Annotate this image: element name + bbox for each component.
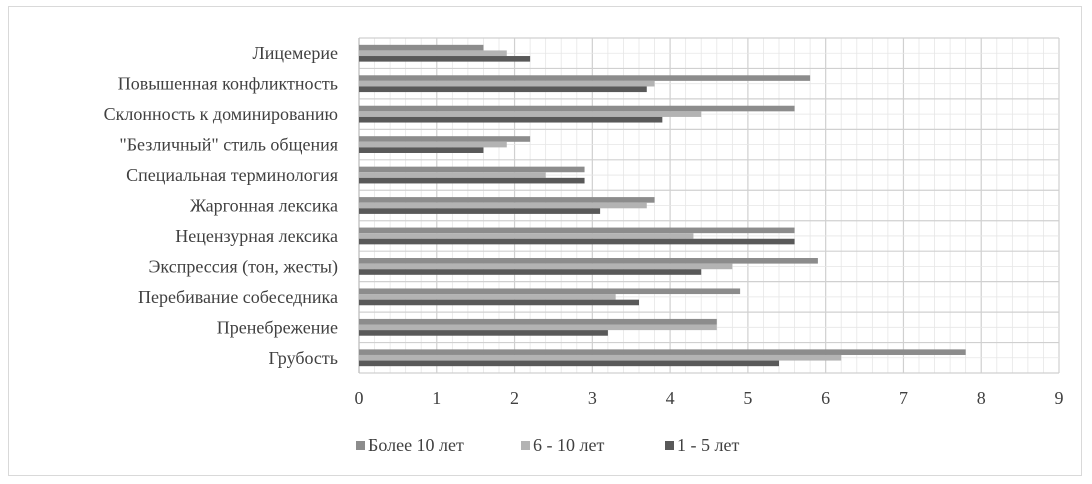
legend-swatch xyxy=(521,441,530,450)
x-tick-label: 4 xyxy=(666,388,675,408)
bar-1-1 xyxy=(359,44,484,51)
bar-1-5 xyxy=(359,166,585,173)
legend-swatch xyxy=(356,441,365,450)
bar-1-6 xyxy=(359,197,655,203)
x-tick-label: 2 xyxy=(510,388,519,408)
legend-label: 1 - 5 лет xyxy=(677,435,739,455)
x-tick-label: 0 xyxy=(355,388,364,408)
bar-3-6 xyxy=(359,208,601,214)
x-tick-label: 3 xyxy=(588,388,597,408)
x-tick-label: 9 xyxy=(1055,388,1064,408)
bar-2-4 xyxy=(359,141,507,148)
bar-3-5 xyxy=(359,177,585,184)
bar-2-1 xyxy=(359,50,507,57)
bar-3-8 xyxy=(359,269,702,275)
bar-3-3 xyxy=(359,116,663,123)
category-label: Лицемерие xyxy=(253,43,338,63)
chart-legend: Более 10 лет 6 - 10 лет 1 - 5 лет xyxy=(356,435,739,455)
x-tick-label: 8 xyxy=(977,388,986,408)
category-label: Экспрессия (тон, жесты) xyxy=(149,256,338,277)
category-label: Перебивание собеседника xyxy=(138,287,338,307)
category-labels: Лицемерие Повышенная конфликтность Склонно… xyxy=(104,43,338,368)
bar-2-11 xyxy=(359,354,842,361)
bar-3-1 xyxy=(359,56,531,62)
category-label: "Безличный" стиль общения xyxy=(119,135,338,155)
bar-1-10 xyxy=(359,318,717,325)
bar-3-10 xyxy=(359,330,608,336)
bar-1-11 xyxy=(359,349,966,355)
chart-bars xyxy=(359,44,966,367)
bar-1-9 xyxy=(359,288,741,295)
bar-2-10 xyxy=(359,324,717,331)
bar-1-4 xyxy=(359,136,531,142)
category-label: Нецензурная лексика xyxy=(175,226,338,246)
bar-3-11 xyxy=(359,360,779,367)
category-label: Специальная терминология xyxy=(126,165,338,185)
x-tick-label: 6 xyxy=(821,388,830,408)
category-label: Жаргонная лексика xyxy=(190,196,338,216)
legend-swatch xyxy=(665,441,674,450)
category-label: Повышенная конфликтность xyxy=(118,74,338,94)
x-tick-label: 1 xyxy=(432,388,441,408)
bar-3-2 xyxy=(359,86,647,93)
bar-2-7 xyxy=(359,233,694,239)
legend-label: 6 - 10 лет xyxy=(533,435,604,455)
bar-3-9 xyxy=(359,299,639,306)
bar-3-7 xyxy=(359,238,795,245)
x-tick-label: 5 xyxy=(743,388,752,408)
category-label: Пренебрежение xyxy=(217,317,338,337)
bar-2-8 xyxy=(359,263,733,270)
bar-1-7 xyxy=(359,227,795,234)
bar-2-9 xyxy=(359,294,616,300)
legend-label: Более 10 лет xyxy=(368,435,464,455)
x-tick-label: 7 xyxy=(899,388,908,408)
bar-2-2 xyxy=(359,80,655,87)
bar-2-3 xyxy=(359,111,702,117)
bar-2-5 xyxy=(359,172,546,178)
category-label: Склонность к доминированию xyxy=(104,104,338,124)
category-label: Грубость xyxy=(269,348,338,368)
bar-2-6 xyxy=(359,202,647,209)
bar-1-2 xyxy=(359,75,811,81)
bar-1-8 xyxy=(359,258,818,264)
bar-3-4 xyxy=(359,147,484,153)
bar-1-3 xyxy=(359,105,795,112)
x-tick-labels: 0 1 2 3 4 5 6 7 8 9 xyxy=(355,388,1064,408)
